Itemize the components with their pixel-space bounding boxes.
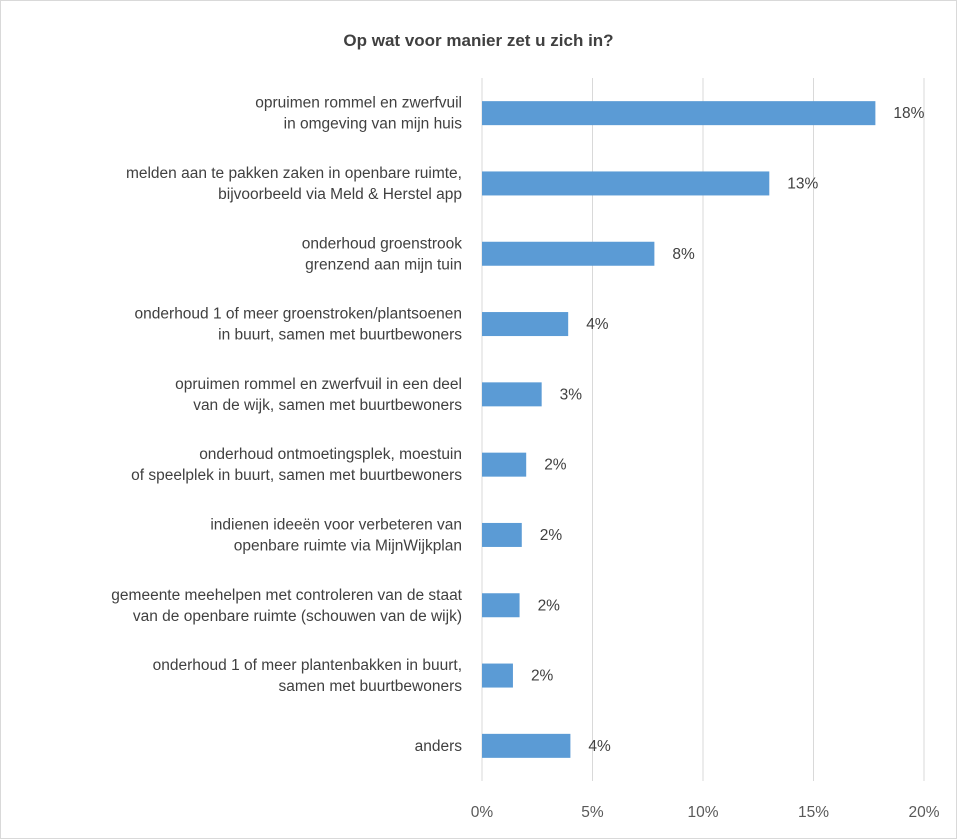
category-label-line: of speelplek in buurt, samen met buurtbe… xyxy=(131,467,462,484)
category-label: gemeente meehelpen met controleren van d… xyxy=(111,587,462,625)
category-label: onderhoud groenstrook grenzend aan mijn t… xyxy=(302,235,463,273)
category-label: melden aan te pakken zaken in openbare r… xyxy=(126,165,462,203)
category-label-line: onderhoud 1 of meer plantenbakken in buu… xyxy=(153,657,462,674)
category-label-line: openbare ruimte via MijnWijkplan xyxy=(234,537,462,554)
category-label-line: onderhoud 1 of meer groenstroken/plantso… xyxy=(135,306,462,323)
category-label-line: opruimen rommel en zwerfvuil in een deel xyxy=(175,376,462,393)
data-label: 18% xyxy=(893,105,924,122)
bar xyxy=(482,593,520,618)
category-label-line: opruimen rommel en zwerfvuil xyxy=(255,95,462,112)
data-label: 2% xyxy=(531,668,554,685)
chart-title: Op wat voor manier zet u zich in? xyxy=(343,31,614,50)
bar xyxy=(482,522,522,547)
data-label: 2% xyxy=(540,527,563,544)
category-label: opruimen rommel en zwerfvuil in een deel… xyxy=(175,376,462,414)
category-label-line: melden aan te pakken zaken in openbare r… xyxy=(126,165,462,182)
data-label: 2% xyxy=(544,457,567,474)
bar xyxy=(482,171,770,196)
x-tick-label: 10% xyxy=(687,804,718,821)
category-label-line: van de openbare ruimte (schouwen van de … xyxy=(133,608,462,625)
category-label-line: in buurt, samen met buurtbewoners xyxy=(218,327,462,344)
category-label-line: indienen ideeën voor verbeteren van xyxy=(210,516,462,533)
data-label: 4% xyxy=(588,738,611,755)
category-label-line: in omgeving van mijn huis xyxy=(284,116,463,133)
category-label: anders xyxy=(415,738,463,755)
category-label: opruimen rommel en zwerfvuil in omgeving … xyxy=(255,95,462,133)
data-label: 2% xyxy=(538,597,561,614)
category-label-line: van de wijk, samen met buurtbewoners xyxy=(193,397,462,414)
data-label: 13% xyxy=(787,175,818,192)
bar xyxy=(482,312,569,337)
category-label-line: anders xyxy=(415,738,463,755)
category-label-line: gemeente meehelpen met controleren van d… xyxy=(111,587,462,604)
category-label-line: bijvoorbeeld via Meld & Herstel app xyxy=(218,186,462,203)
data-label: 8% xyxy=(672,246,695,263)
category-label-line: onderhoud ontmoetingsplek, moestuin xyxy=(199,446,462,463)
bar xyxy=(482,733,571,758)
bar xyxy=(482,101,876,126)
category-label: onderhoud 1 of meer groenstroken/plantso… xyxy=(135,306,463,344)
x-tick-label: 5% xyxy=(581,804,604,821)
x-tick-label: 15% xyxy=(798,804,829,821)
bar xyxy=(482,663,513,688)
bar xyxy=(482,241,655,266)
bar xyxy=(482,452,527,477)
category-label: indienen ideeën voor verbeteren van openb… xyxy=(210,516,462,554)
x-tick-label: 0% xyxy=(471,804,494,821)
x-tick-label: 20% xyxy=(908,804,939,821)
category-label-line: samen met buurtbewoners xyxy=(278,678,462,695)
category-label: onderhoud 1 of meer plantenbakken in buu… xyxy=(153,657,463,695)
category-label: onderhoud ontmoetingsplek, moestuin of sp… xyxy=(131,446,462,484)
data-label: 4% xyxy=(586,316,609,333)
bar xyxy=(482,382,542,407)
category-label-line: grenzend aan mijn tuin xyxy=(305,256,462,273)
category-label-line: onderhoud groenstrook xyxy=(302,235,463,252)
data-label: 3% xyxy=(560,386,583,403)
